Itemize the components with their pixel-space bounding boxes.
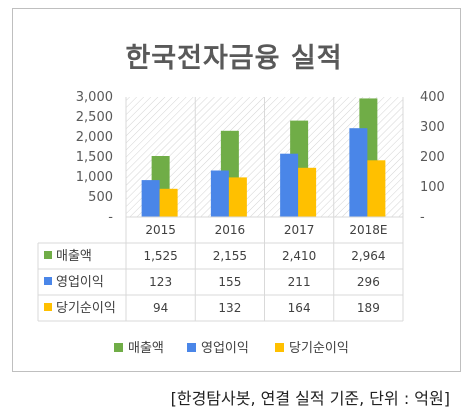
- left-axis-tick-label: 1,500: [76, 150, 113, 165]
- table-cell: 164: [288, 301, 311, 315]
- bar-당기순이익-2017: [298, 167, 317, 217]
- table-cell: 2,410: [282, 249, 316, 263]
- left-axis-tick-label: 3,000: [76, 90, 113, 105]
- left-axis-tick-label: 2,000: [76, 130, 113, 145]
- left-axis-tick-label: -: [108, 210, 113, 225]
- bar-영업이익-2018E: [349, 128, 368, 217]
- legend-key: [275, 343, 284, 352]
- table-cell: 2,155: [213, 249, 247, 263]
- chart-title: 한국전자금융 실적: [125, 43, 343, 74]
- source-note: [한경탐사봇, 연결 실적 기준, 단위 : 억원]: [170, 389, 450, 408]
- category-label: 2015: [145, 223, 176, 237]
- left-axis-tick-label: 2,500: [76, 110, 113, 125]
- table-cell: 189: [357, 301, 380, 315]
- table-cell: 1,525: [143, 249, 177, 263]
- right-axis-tick-label: 400: [420, 90, 445, 105]
- table-cell: 296: [357, 275, 380, 289]
- table-cell: 123: [149, 275, 172, 289]
- table-cell: 2,964: [351, 249, 385, 263]
- category-label: 2016: [215, 223, 246, 237]
- table-row-label: 영업이익: [56, 275, 104, 290]
- right-axis-tick-label: -: [420, 210, 425, 225]
- legend-key: [187, 343, 196, 352]
- right-axis-tick-label: 200: [420, 150, 445, 165]
- legend-label: 영업이익: [201, 341, 249, 356]
- table-cell: 94: [153, 301, 168, 315]
- left-axis-tick-label: 1,000: [76, 170, 113, 185]
- bar-영업이익-2017: [280, 153, 299, 217]
- right-axis-tick-label: 100: [420, 180, 445, 195]
- legend-key: [114, 343, 123, 352]
- table-legend-key: [44, 303, 52, 311]
- bar-당기순이익-2018E: [367, 160, 386, 217]
- category-label: 2017: [284, 223, 315, 237]
- left-axis-tick-label: 500: [88, 190, 113, 205]
- table-cell: 155: [218, 275, 241, 289]
- table-cell: 132: [218, 301, 241, 315]
- legend-label: 당기순이익: [289, 341, 349, 356]
- table-row-label: 매출액: [56, 249, 92, 264]
- bar-영업이익-2016: [210, 170, 229, 217]
- category-label: 2018E: [349, 223, 387, 237]
- bar-영업이익-2015: [141, 180, 160, 217]
- right-axis-tick-label: 300: [420, 120, 445, 135]
- table-row-label: 당기순이익: [56, 301, 116, 316]
- table-legend-key: [44, 251, 52, 259]
- legend-label: 매출액: [128, 341, 164, 356]
- bar-당기순이익-2016: [228, 177, 247, 217]
- bar-당기순이익-2015: [159, 188, 178, 217]
- table-cell: 211: [288, 275, 311, 289]
- table-legend-key: [44, 277, 52, 285]
